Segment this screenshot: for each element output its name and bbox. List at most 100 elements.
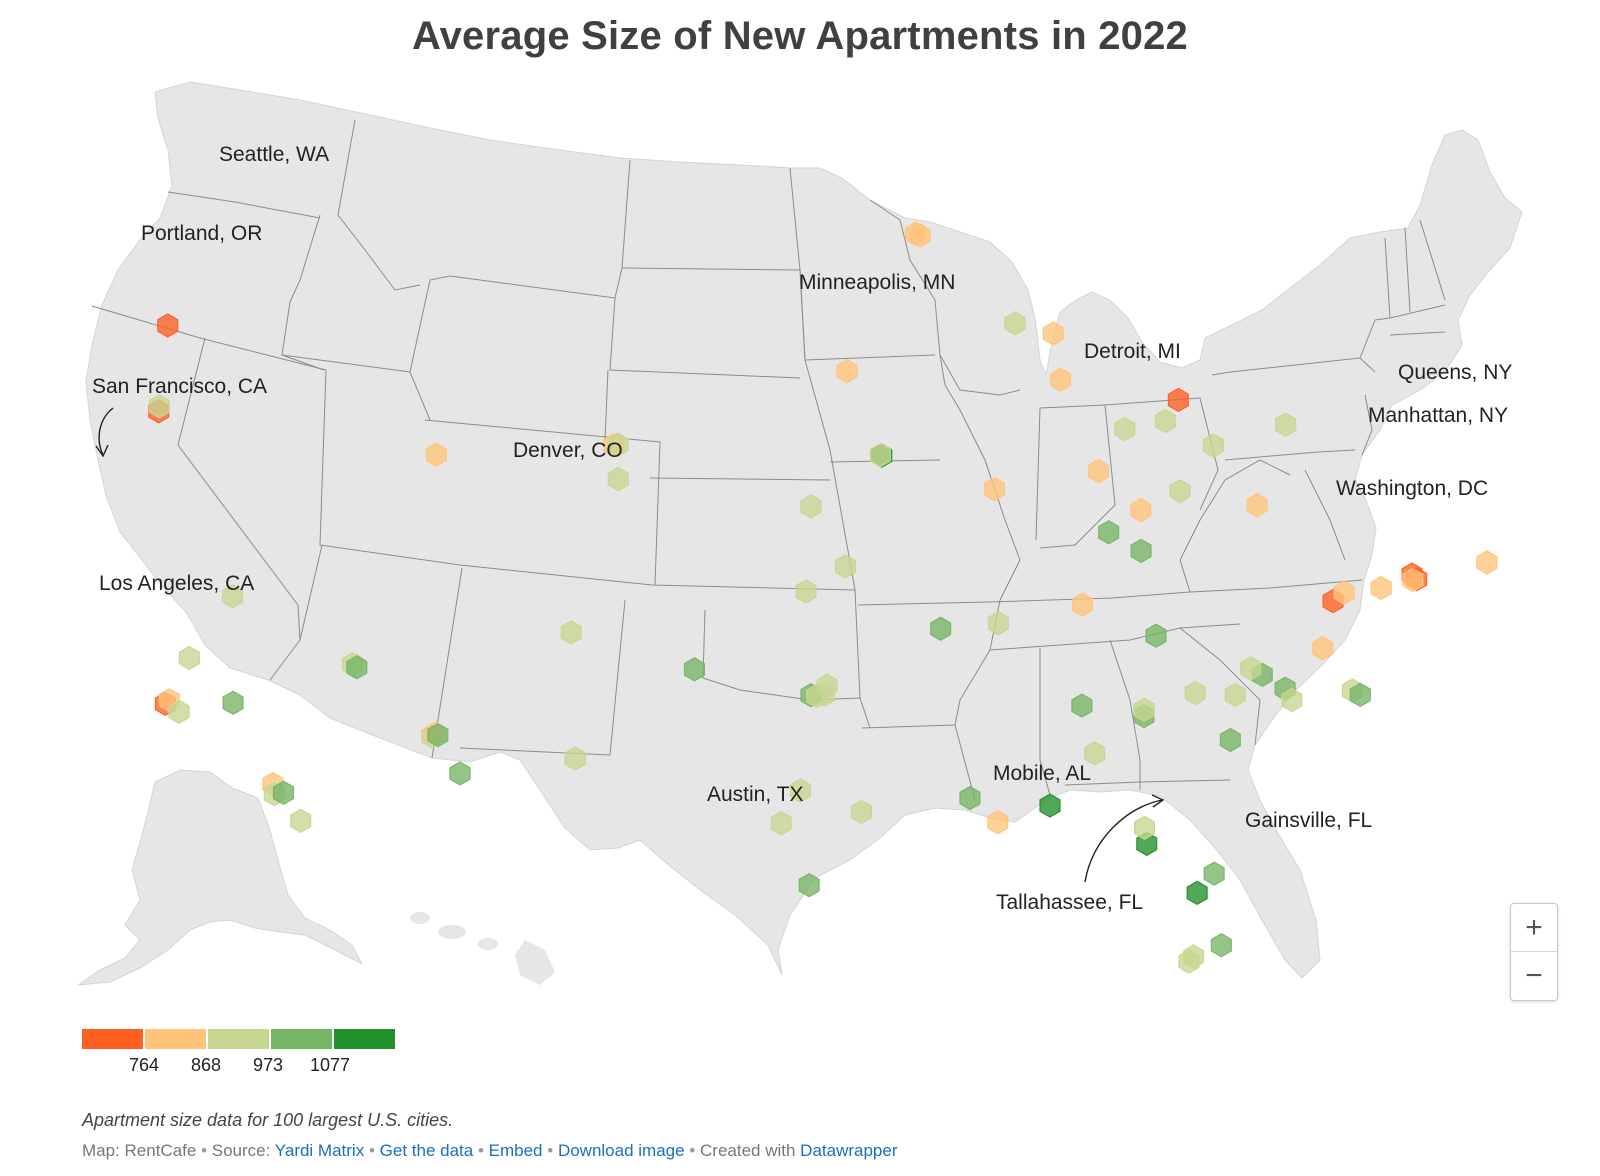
city-marker-kansas-city-ks[interactable] — [869, 443, 892, 468]
city-marker-albuquerque-nm[interactable] — [560, 620, 582, 645]
city-marker-columbus-oh[interactable] — [1169, 479, 1191, 504]
city-markers[interactable] — [148, 221, 1498, 1030]
city-marker-fresno-ca[interactable] — [222, 690, 244, 715]
us-map[interactable]: Seattle, WA Portland, OR Minneapolis, MN… — [0, 70, 1600, 1030]
city-marker-toledo-oh[interactable] — [1154, 408, 1176, 434]
embed-link[interactable]: Embed — [488, 1141, 543, 1160]
city-marker-pittsburgh-pa[interactable] — [1246, 492, 1268, 518]
city-marker-madison-wi[interactable] — [1004, 311, 1026, 336]
city-marker-st-louis-mo[interactable] — [983, 477, 1006, 502]
label-austin: Austin, TX — [707, 783, 804, 806]
city-marker-knoxville-tn[interactable] — [1145, 623, 1167, 648]
city-marker-gainsville-fl[interactable] — [1186, 880, 1208, 905]
hawaii-island-1 — [410, 912, 430, 924]
city-marker-sandy-springs-ga[interactable] — [1133, 697, 1155, 722]
city-marker-louisville-ky[interactable] — [1098, 520, 1120, 545]
city-marker-san-diego-ca[interactable] — [290, 808, 312, 833]
city-marker-plano-tx[interactable] — [816, 673, 838, 698]
city-marker-aurora-co[interactable] — [607, 432, 629, 457]
city-marker-henderson-nv[interactable] — [346, 655, 368, 680]
city-marker-greenville-sc[interactable] — [1184, 680, 1206, 706]
city-marker-indianapolis-in[interactable] — [1087, 458, 1109, 484]
hawaii-island-3 — [478, 938, 498, 950]
city-marker-detroit-mi[interactable] — [1167, 387, 1189, 413]
city-marker-oklahoma-city-ok[interactable] — [795, 579, 817, 604]
label-detroit: Detroit, MI — [1084, 340, 1181, 363]
city-marker-tulsa-ok[interactable] — [834, 554, 857, 579]
city-marker-salt-lake-city-ut[interactable] — [425, 442, 447, 467]
city-marker-tucson-az[interactable] — [449, 761, 471, 786]
city-marker-st-petersburg-fl[interactable] — [1178, 949, 1200, 974]
label-washington: Washington, DC — [1336, 477, 1488, 500]
city-marker-chicago-il[interactable] — [1049, 367, 1072, 392]
download-image-link[interactable]: Download image — [557, 1141, 685, 1160]
legend-tick-764: 764 — [128, 1055, 160, 1075]
city-marker-st-paul-mn[interactable] — [909, 223, 931, 248]
city-marker-jacksonville-fl[interactable] — [1203, 861, 1225, 886]
city-marker-nashville-tn[interactable] — [1071, 592, 1094, 617]
tallahassee-arrow — [1084, 799, 1163, 883]
city-marker-columbia-sc[interactable] — [1219, 727, 1241, 753]
city-marker-corpus-christi-tx[interactable] — [798, 873, 820, 898]
label-gainsville: Gainsville, FL — [1245, 809, 1372, 832]
zoom-out-button[interactable]: − — [1511, 951, 1557, 999]
city-marker-thomasville-ga[interactable] — [1133, 815, 1156, 840]
label-seattle: Seattle, WA — [219, 143, 329, 166]
city-marker-lubbock-tx[interactable] — [683, 657, 706, 682]
city-labels: Seattle, WA Portland, OR Minneapolis, MN… — [92, 143, 1512, 914]
city-marker-lexington-ky[interactable] — [1130, 538, 1152, 564]
city-marker-mesa-az[interactable] — [427, 723, 449, 748]
label-minneapolis: Minneapolis, MN — [799, 271, 955, 294]
label-portland: Portland, OR — [141, 222, 262, 245]
city-marker-irvine-ca[interactable] — [272, 780, 295, 805]
city-marker-seattle-wa[interactable] — [157, 313, 179, 338]
city-marker-baton-rouge-la[interactable] — [959, 785, 981, 811]
label-losangeles: Los Angeles, CA — [99, 572, 254, 595]
hawaii-island-2 — [438, 925, 466, 939]
city-marker-birmingham-al[interactable] — [1071, 693, 1093, 718]
city-marker-wichita-ks[interactable] — [800, 494, 822, 519]
city-marker-baltimore-md[interactable] — [1333, 580, 1355, 605]
footer-map-credit: Map: RentCafe — [82, 1141, 197, 1160]
city-marker-philadelphia-pa[interactable] — [1370, 575, 1392, 601]
datawrapper-link[interactable]: Datawrapper — [800, 1141, 898, 1160]
legend-bar — [82, 1029, 402, 1049]
city-marker-san-jose-ca[interactable] — [168, 699, 190, 724]
city-marker-omaha-ne[interactable] — [836, 358, 858, 384]
city-marker-cincinnati-oh[interactable] — [1130, 498, 1152, 523]
tallahassee-arrowhead — [1151, 794, 1165, 808]
city-marker-mobile-al[interactable] — [1039, 793, 1061, 818]
sanfrancisco-arrowhead — [95, 444, 109, 458]
city-marker-san-antonio-tx[interactable] — [770, 811, 792, 836]
city-marker-little-rock-ar[interactable] — [930, 616, 952, 641]
city-marker-brooklyn-ny[interactable] — [1402, 567, 1424, 593]
city-marker-boston-ma[interactable] — [1476, 550, 1498, 575]
city-marker-orlando-fl[interactable] — [1210, 933, 1232, 958]
get-data-link[interactable]: Get the data — [379, 1141, 474, 1160]
city-marker-raleigh-nc[interactable] — [1281, 687, 1303, 713]
land-layer — [77, 81, 1523, 986]
city-marker-sacramento-ca[interactable] — [178, 645, 200, 671]
city-marker-colorado-springs-co[interactable] — [607, 466, 629, 492]
city-marker-houston-tx[interactable] — [850, 799, 873, 825]
city-marker-charlotte-nc[interactable] — [1224, 682, 1246, 708]
city-marker-virginia-beach-va[interactable] — [1349, 682, 1371, 708]
footer-created-prefix: Created with — [700, 1141, 801, 1160]
city-marker-milwaukee-wi[interactable] — [1042, 321, 1064, 346]
city-marker-buffalo-ny[interactable] — [1275, 412, 1297, 437]
label-arrows — [95, 407, 1165, 883]
city-marker-winston-salem-nc[interactable] — [1240, 656, 1262, 681]
city-marker-new-orleans-la[interactable] — [987, 810, 1009, 835]
city-marker-cleveland-oh[interactable] — [1202, 433, 1224, 458]
footer-source-prefix: Source: — [211, 1141, 275, 1160]
city-marker-austin-tx[interactable] — [789, 778, 812, 803]
city-marker-montgomery-al[interactable] — [1084, 741, 1106, 766]
city-marker-el-paso-tx[interactable] — [564, 746, 586, 771]
city-marker-richmond-va[interactable] — [1312, 636, 1334, 661]
city-marker-vancouver-wa[interactable] — [148, 394, 170, 419]
city-marker-fort-wayne-in[interactable] — [1114, 416, 1136, 442]
zoom-in-button[interactable]: + — [1525, 911, 1543, 944]
source-link[interactable]: Yardi Matrix — [274, 1141, 365, 1160]
city-marker-reno-nv[interactable] — [222, 584, 244, 609]
city-marker-memphis-tn[interactable] — [987, 611, 1009, 636]
